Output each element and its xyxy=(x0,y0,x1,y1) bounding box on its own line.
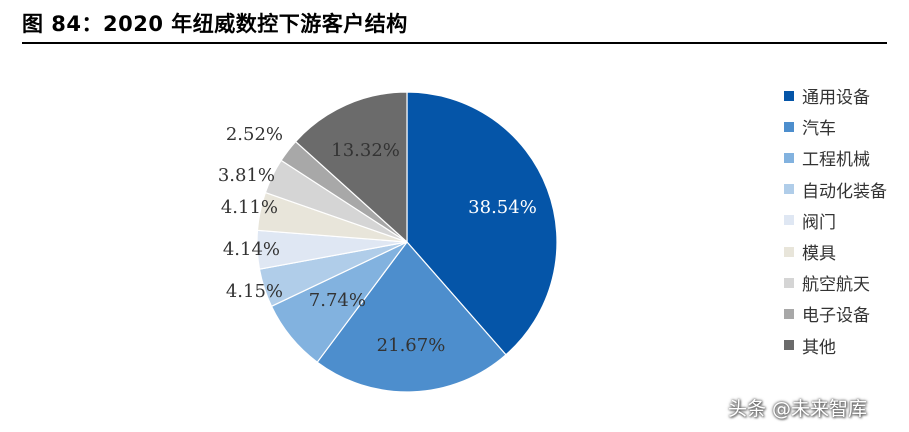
legend-swatch xyxy=(784,152,794,163)
chart-title: 图 84：2020 年纽威数控下游客户结构 xyxy=(22,12,408,36)
legend: 通用设备汽车工程机械自动化装备阀门模具航空航天电子设备其他 xyxy=(784,80,887,361)
legend-label: 工程机械 xyxy=(802,150,870,171)
legend-item: 自动化装备 xyxy=(784,174,887,205)
data-label: 2.52% xyxy=(226,124,283,145)
pie-slice xyxy=(294,91,408,244)
legend-item: 电子设备 xyxy=(784,298,887,329)
legend-swatch xyxy=(784,90,794,101)
title-rule xyxy=(22,42,887,44)
legend-swatch xyxy=(784,246,794,257)
legend-swatch xyxy=(784,308,794,319)
legend-label: 汽车 xyxy=(802,119,836,140)
legend-label: 其他 xyxy=(802,337,836,358)
watermark: 头条 @未来智库 xyxy=(728,398,868,420)
legend-item: 模具 xyxy=(784,236,887,267)
legend-item: 通用设备 xyxy=(784,80,887,111)
legend-item: 航空航天 xyxy=(784,267,887,298)
data-label: 21.67% xyxy=(377,335,446,356)
data-label: 4.15% xyxy=(226,281,283,302)
legend-label: 阀门 xyxy=(802,212,836,233)
data-label: 38.54% xyxy=(468,197,537,218)
legend-swatch xyxy=(784,340,794,351)
data-label: 4.14% xyxy=(223,239,280,260)
legend-label: 自动化装备 xyxy=(802,181,887,202)
pie-slice xyxy=(316,241,507,393)
data-label: 4.11% xyxy=(221,197,278,218)
data-label: 13.32% xyxy=(331,140,400,161)
legend-swatch xyxy=(784,121,794,132)
data-label: 3.81% xyxy=(218,165,275,186)
legend-item: 工程机械 xyxy=(784,142,887,173)
legend-item: 其他 xyxy=(784,330,887,361)
legend-label: 航空航天 xyxy=(802,275,870,296)
data-label: 7.74% xyxy=(309,290,366,311)
legend-label: 模具 xyxy=(802,244,836,265)
legend-item: 汽车 xyxy=(784,111,887,142)
legend-item: 阀门 xyxy=(784,205,887,236)
legend-swatch xyxy=(784,277,794,288)
legend-swatch xyxy=(784,215,794,226)
legend-label: 通用设备 xyxy=(802,88,870,109)
pie-slice xyxy=(406,91,558,356)
legend-swatch xyxy=(784,184,794,195)
legend-label: 电子设备 xyxy=(802,306,870,327)
